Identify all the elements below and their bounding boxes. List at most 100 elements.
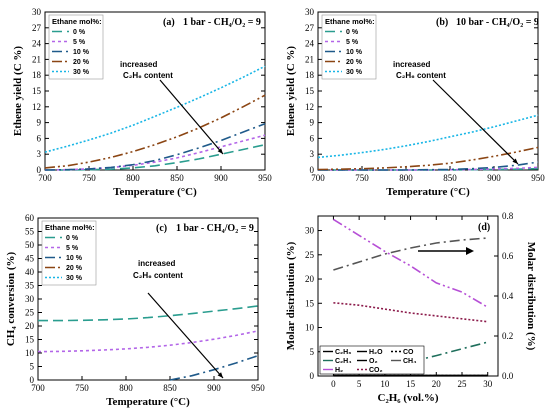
x-tick-label: 950 xyxy=(258,173,272,183)
annotation-arrowhead xyxy=(217,372,223,378)
x-tick-label: 700 xyxy=(311,173,325,183)
y-tick-label: 12 xyxy=(305,102,314,112)
y-tick-label: 0 xyxy=(30,375,35,385)
y-tick-label: 24 xyxy=(305,39,315,49)
annotation-arrow xyxy=(147,292,224,379)
legend-title: Ethane mol%: xyxy=(45,223,95,232)
x-tick-label: 10 xyxy=(380,379,390,389)
legend-label: 30 % xyxy=(66,275,83,282)
x-tick-label: 900 xyxy=(207,383,221,393)
y-tick-label: 15 xyxy=(305,86,315,96)
y-tick-label: 30 xyxy=(305,226,315,236)
x-axis-title: Temperature (°C) xyxy=(113,186,197,198)
y-right-tick-label: 0.6 xyxy=(502,251,514,261)
y-tick-label: 10 xyxy=(305,323,315,333)
legend-title: Ethane mol%: xyxy=(52,17,102,26)
annotation-line1: increased xyxy=(120,60,157,69)
x-axis-title: Temperature (°C) xyxy=(386,186,470,198)
y-tick-label: 15 xyxy=(25,335,35,345)
legend-label: 0 % xyxy=(73,29,86,36)
series-line-b-3 xyxy=(317,146,539,171)
y-right-tick-label: 0.2 xyxy=(502,331,513,341)
x-tick-label: 30 xyxy=(483,379,493,389)
annotation-arrowhead xyxy=(217,148,223,154)
y-tick-label: 24 xyxy=(32,39,42,49)
y-tick-label: 45 xyxy=(25,254,35,264)
series-line-a-0 xyxy=(45,143,266,171)
y-tick-label: 25 xyxy=(305,250,315,260)
x-tick-label: 850 xyxy=(170,173,184,183)
y-tick-label: 30 xyxy=(25,294,35,304)
y-tick-label: 10 xyxy=(25,348,35,358)
legend-label: 20 % xyxy=(346,59,363,66)
x-tick-label: 750 xyxy=(355,173,369,183)
y-tick-label: 20 xyxy=(305,274,315,284)
legend-label: C₂H₄ xyxy=(335,358,352,365)
x-tick-label: 700 xyxy=(38,173,52,183)
legend-label: H₂ xyxy=(335,367,343,374)
y-tick-label: 20 xyxy=(25,321,35,331)
legend-box xyxy=(321,14,377,80)
y-tick-label: 3 xyxy=(37,149,42,159)
panel-label: (c) xyxy=(156,223,167,234)
y-tick-label: 30 xyxy=(32,7,42,17)
annotation-arrow xyxy=(432,79,519,165)
x-tick-label: 0 xyxy=(331,379,336,389)
x-axis-title: Temperature (°C) xyxy=(106,396,190,408)
panel-label: (b) xyxy=(436,17,448,28)
condition-label: 1 bar - CH₄/O₂ = 9 xyxy=(183,17,261,28)
panel-b: 700 750 800 850 900 950 0 3 6 9 12 15 18 21 24 27 30 Temp… xyxy=(285,7,545,198)
legend-label: 10 % xyxy=(346,49,363,56)
legend-label: 5 % xyxy=(346,39,359,46)
legend-label: C₂H₆ xyxy=(335,349,351,356)
legend-label: H₂O xyxy=(369,349,383,356)
y-tick-label: 12 xyxy=(32,102,41,112)
legend-box xyxy=(48,14,104,80)
legend-label: 10 % xyxy=(73,49,90,56)
y-tick-label: 6 xyxy=(37,133,42,143)
legend-box xyxy=(319,345,425,375)
y-tick-label: 27 xyxy=(305,23,315,33)
x-tick-label: 900 xyxy=(487,173,501,183)
panel-c: 700 750 800 850 900 950 0 5 10 15 20 25 30 35 40 45 50 55… xyxy=(5,213,265,408)
y-tick-label: 27 xyxy=(32,23,42,33)
legend-label: 20 % xyxy=(73,59,90,66)
y-right-tick-label: 0.4 xyxy=(502,291,514,301)
series-line-d-2 xyxy=(332,218,489,308)
y-tick-label: 30 xyxy=(305,7,315,17)
y-tick-label: 5 xyxy=(310,347,315,357)
series-line-c-1 xyxy=(37,330,259,353)
panel-d: 0 5 10 15 20 25 30 0 5 10 15 20 25 30 0.0 0.2 0.4 0.6 0.8 C… xyxy=(285,211,537,404)
series-line-d-7 xyxy=(333,237,488,271)
x-tick-label: 800 xyxy=(126,173,140,183)
annotation-line2: C₂H₆ content xyxy=(133,271,183,280)
x-tick-label: 20 xyxy=(432,379,442,389)
legend-label: CO xyxy=(403,349,414,356)
x-tick-label: 15 xyxy=(406,379,416,389)
y-right-tick-label: 0.0 xyxy=(502,371,514,381)
series-line-b-2 xyxy=(318,161,539,171)
condition-label: 10 bar - CH₄/O₂ = 9 xyxy=(456,17,539,28)
legend-label: 10 % xyxy=(66,255,83,262)
y-right-tick-label: 0.8 xyxy=(502,211,514,221)
y-tick-label: 21 xyxy=(32,54,41,64)
y-tick-label: 35 xyxy=(25,281,35,291)
annotation-line1: increased xyxy=(138,259,175,268)
y-axis-title: Ethene yield (C %) xyxy=(285,46,297,136)
y-tick-label: 9 xyxy=(310,118,315,128)
panel-a: 700 750 800 850 900 950 0 3 6 9 12 15 18 21 24 27 30 Temp… xyxy=(12,7,272,198)
x-tick-label: 750 xyxy=(75,383,89,393)
panel-label: (a) xyxy=(163,17,175,28)
x-tick-label: 850 xyxy=(163,383,177,393)
y-tick-label: 25 xyxy=(25,308,35,318)
series-line-a-2 xyxy=(44,122,266,171)
x-tick-label: 850 xyxy=(443,173,457,183)
series-line-d-5 xyxy=(333,302,488,323)
y-tick-label: 9 xyxy=(37,118,42,128)
annotation-line1: increased xyxy=(393,60,430,69)
legend-label: CH₄ xyxy=(403,358,416,365)
y-tick-label: 21 xyxy=(305,54,314,64)
series-line-a-1 xyxy=(44,134,266,171)
annotation-line2: C₂H₆ content xyxy=(396,71,446,80)
